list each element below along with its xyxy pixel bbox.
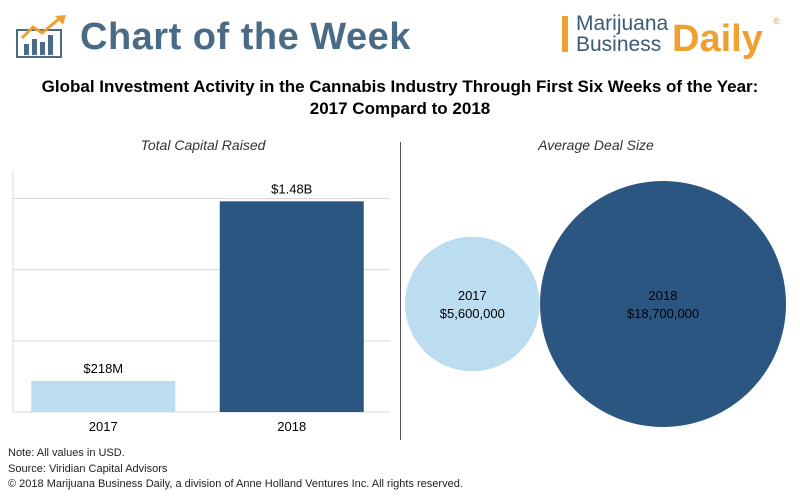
panel-divider xyxy=(400,142,401,440)
brand-business: Business xyxy=(576,33,662,56)
bubble-year-label-2017: 2017 xyxy=(458,288,487,303)
footnotes: Note: All values in USD. Source: Viridia… xyxy=(8,446,463,493)
bar-chart-title: Total Capital Raised xyxy=(140,137,266,153)
header: Chart of the Week Marijuana Business Dai… xyxy=(0,0,800,70)
x-tick-label-2018: 2018 xyxy=(277,419,306,434)
bubble-chart-title: Average Deal Size xyxy=(538,137,654,153)
note-text: Note: All values in USD. xyxy=(8,447,125,459)
bubble-value-label-2018: $18,700,000 xyxy=(627,306,699,321)
main-title-line-1: Global Investment Activity in the Cannab… xyxy=(41,77,759,96)
brand-daily: Daily xyxy=(672,18,763,60)
bubble-year-label-2018: 2018 xyxy=(649,288,678,303)
bar-2018 xyxy=(219,201,364,412)
bar-chart: $218M 2017 $1.48B 2018 xyxy=(12,170,390,434)
source-text: Source: Viridian Capital Advisors xyxy=(8,462,168,475)
bar-chart-trend-icon xyxy=(16,15,66,58)
brand-marijuana: Marijuana xyxy=(576,12,669,35)
bubble-2017 xyxy=(405,236,540,372)
bar-2017 xyxy=(31,380,176,412)
registered-mark: ® xyxy=(773,16,780,26)
leaf-icon xyxy=(562,16,568,52)
chart-of-the-week-title: Chart of the Week xyxy=(80,16,411,58)
main-title-line-2: 2017 Compard to 2018 xyxy=(309,99,491,118)
bubble-value-label-2017: $5,600,000 xyxy=(440,306,505,321)
bubble-2018 xyxy=(540,181,786,427)
chart-main-title: Global Investment Activity in the Cannab… xyxy=(0,76,800,120)
x-tick-label-2017: 2017 xyxy=(89,419,118,434)
bar-data-label-2017: $218M xyxy=(83,361,123,376)
copyright-text: © 2018 Marijuana Business Daily, a divis… xyxy=(8,478,463,490)
marijuana-business-daily-logo: Marijuana Business Daily ® xyxy=(562,12,792,64)
bar-data-label-2018: $1.48B xyxy=(271,181,312,196)
